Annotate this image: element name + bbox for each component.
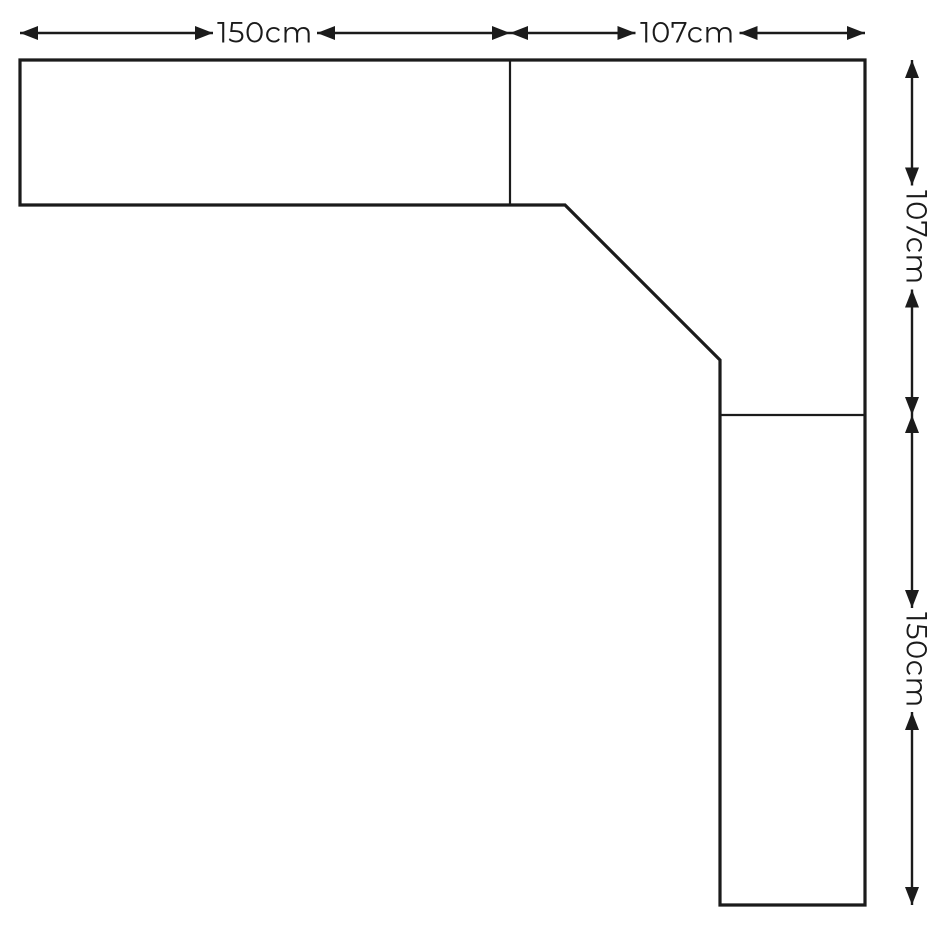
dim-right-top-label: 107cm [898,190,933,285]
dim-top-left-label: 150cm [217,16,313,51]
dim-top-right: 107cm [510,16,865,51]
dimension-diagram: 150cm 107cm 107cm 150cm [0,0,952,938]
dim-top-left: 150cm [20,16,510,51]
dim-right-top: 107cm [898,60,933,415]
dim-right-bottom: 150cm [898,415,933,905]
dim-top-right-label: 107cm [640,16,735,51]
dim-right-bottom-label: 150cm [898,612,933,708]
shape-outline [20,60,865,905]
